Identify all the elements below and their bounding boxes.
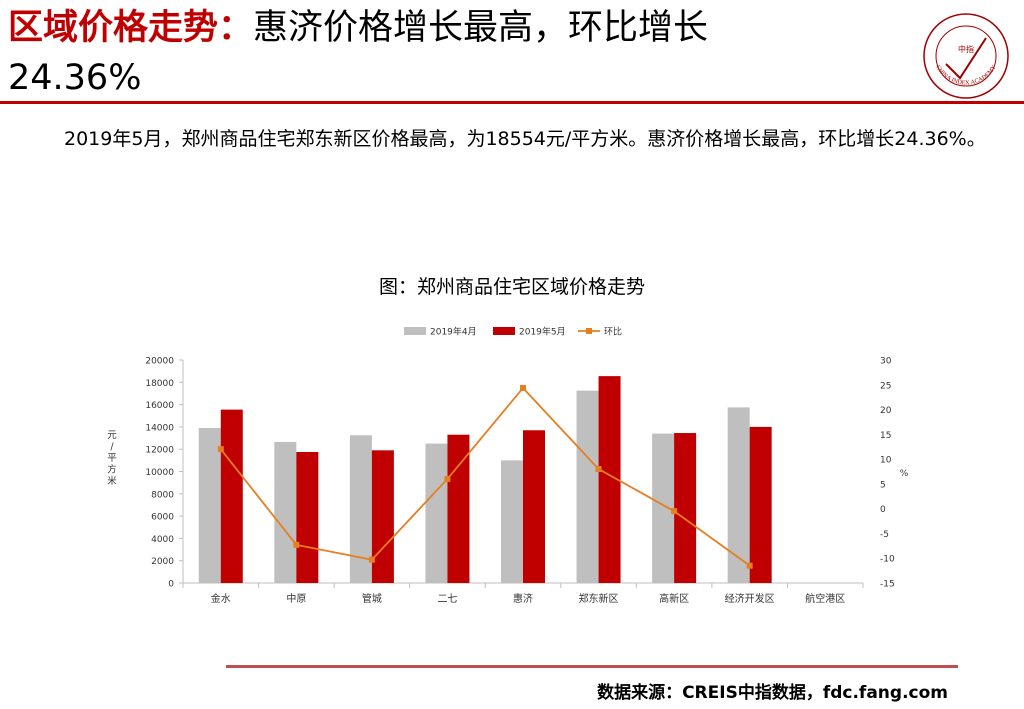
chart-title: 图：郑州商品住宅区域价格走势 xyxy=(378,276,645,298)
legend-swatch-2019-05 xyxy=(493,327,515,335)
line-mom-marker xyxy=(293,541,300,548)
line-mom-marker xyxy=(671,508,678,515)
summary-paragraph: 2019年5月，郑州商品住宅郑东新区价格最高，为18554元/平方米。惠济价格增… xyxy=(64,128,986,150)
y-axis-title-char: 方 xyxy=(107,464,117,476)
line-mom-marker xyxy=(444,475,451,482)
line-mom-marker xyxy=(595,466,602,473)
data-source: 数据来源：CREIS中指数据，fdc.fang.com xyxy=(597,683,948,703)
page-title: 区域价格走势：惠济价格增长最高，环比增长 xyxy=(8,6,708,50)
title-divider xyxy=(0,101,1024,104)
x-tick-label: 二七 xyxy=(437,593,457,605)
y2-tick-label: 0 xyxy=(880,505,886,515)
y2-axis-title: % xyxy=(900,469,909,479)
page-title-rest: 惠济价格增长最高，环比增长 xyxy=(253,8,709,48)
line-mom-marker xyxy=(520,384,526,391)
y-axis-title-char: 米 xyxy=(107,475,117,487)
y-tick-label: 8000 xyxy=(151,490,174,500)
bar-2019-04 xyxy=(652,433,675,583)
legend-swatch-2019-04 xyxy=(404,327,426,335)
y2-tick-label: -10 xyxy=(880,555,895,565)
bar-2019-05 xyxy=(674,433,697,583)
y-tick-label: 18000 xyxy=(145,379,174,389)
y2-tick-label: -5 xyxy=(880,530,889,540)
y-tick-label: 4000 xyxy=(151,535,174,545)
x-tick-label: 管城 xyxy=(362,592,382,605)
x-tick-label: 中原 xyxy=(286,592,306,605)
bar-2019-05 xyxy=(371,450,394,583)
line-mom-marker xyxy=(746,562,753,569)
page-title-highlight: 区域价格走势： xyxy=(8,8,254,48)
bar-2019-05 xyxy=(523,430,545,583)
x-tick-label: 经济开发区 xyxy=(725,592,775,605)
footer-divider xyxy=(226,665,958,668)
y2-tick-label: 20 xyxy=(880,406,892,416)
y-tick-label: 14000 xyxy=(145,423,174,433)
line-mom-marker xyxy=(217,446,224,453)
page-title-line2: 24.36% xyxy=(8,58,142,98)
legend-swatch-mom-marker xyxy=(586,328,592,334)
legend-label-2019-04: 2019年4月 xyxy=(430,326,477,338)
y-tick-label: 20000 xyxy=(145,357,174,367)
x-tick-label: 惠济 xyxy=(513,592,533,605)
y-tick-label: 2000 xyxy=(151,557,174,567)
y2-tick-label: 5 xyxy=(880,480,886,490)
y2-tick-label: 30 xyxy=(880,357,892,367)
y2-tick-label: 15 xyxy=(880,431,891,441)
x-tick-label: 金水 xyxy=(211,592,231,605)
bar-2019-05 xyxy=(749,426,772,583)
y-tick-label: 0 xyxy=(168,580,174,590)
x-tick-label: 郑东新区 xyxy=(579,592,619,605)
y2-tick-label: 25 xyxy=(880,381,891,391)
y-tick-label: 10000 xyxy=(145,468,174,478)
bar-2019-04 xyxy=(198,428,221,583)
bar-2019-04 xyxy=(501,460,523,583)
line-mom-change xyxy=(220,386,751,567)
bar-2019-04 xyxy=(727,407,750,583)
bar-2019-04 xyxy=(576,390,599,583)
y-tick-label: 6000 xyxy=(151,513,174,523)
y2-tick-label: 10 xyxy=(880,456,892,466)
x-tick-label: 高新区 xyxy=(659,592,689,605)
logo-seal-text: 中指 xyxy=(958,44,974,54)
bar-2019-04 xyxy=(425,443,448,583)
y-axis-title-char: / xyxy=(110,442,114,453)
bar-2019-05 xyxy=(296,451,319,583)
bar-2019-05 xyxy=(598,376,621,583)
bar-2019-05 xyxy=(220,409,243,583)
y-tick-label: 16000 xyxy=(145,401,174,411)
legend-label-mom: 环比 xyxy=(604,326,622,338)
x-tick-label: 航空港区 xyxy=(805,592,845,605)
y-axis-title-char: 平 xyxy=(107,453,117,464)
line-mom-marker xyxy=(368,556,375,563)
bar-2019-04 xyxy=(274,441,297,583)
bar-2019-04 xyxy=(349,435,372,583)
legend-label-2019-05: 2019年5月 xyxy=(519,326,566,338)
china-index-academy-logo: 中指 CHINA INDEX ACADEMY xyxy=(923,13,1009,99)
y2-tick-label: -15 xyxy=(880,580,895,590)
y-tick-label: 12000 xyxy=(145,446,174,456)
y-axis-title-char: 元 xyxy=(107,430,117,441)
